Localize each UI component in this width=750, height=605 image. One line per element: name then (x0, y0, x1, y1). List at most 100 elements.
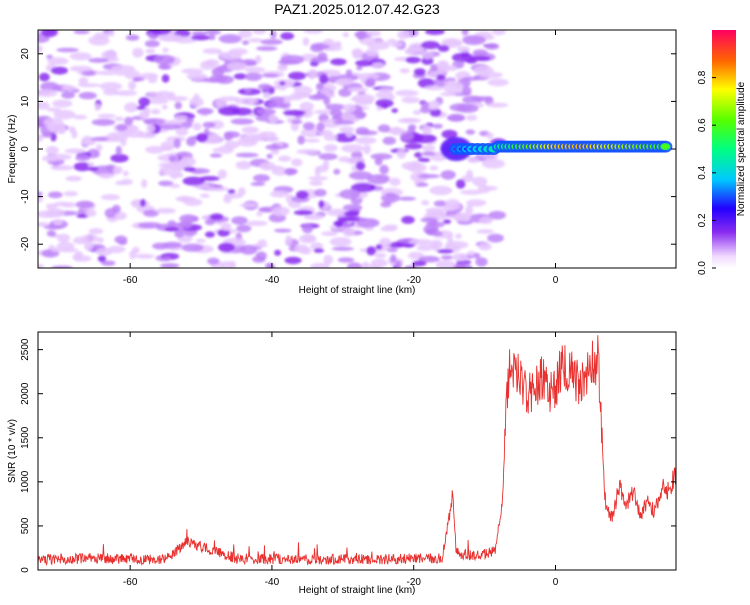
noise-blob (429, 185, 453, 196)
noise-blob (435, 260, 456, 268)
noise-blob (316, 122, 325, 132)
noise-blob (425, 30, 445, 35)
noise-blob (160, 141, 175, 151)
noise-blob (128, 80, 137, 91)
noise-blob (97, 173, 115, 178)
noise-blob (399, 68, 410, 74)
noise-blob (308, 176, 329, 181)
noise-blob (453, 214, 471, 222)
noise-blob (335, 78, 354, 86)
noise-blob (232, 107, 253, 116)
noise-blob (391, 108, 399, 113)
noise-blob (97, 255, 107, 263)
noise-blob (422, 151, 436, 156)
noise-blob (462, 35, 486, 45)
noise-blob (356, 65, 363, 71)
snr-x-tick-label: -40 (265, 577, 280, 588)
noise-blob (81, 234, 99, 243)
noise-blob (355, 127, 370, 135)
noise-blob (366, 30, 382, 37)
noise-blob (389, 177, 401, 186)
noise-blob (174, 229, 185, 238)
noise-blob (149, 30, 172, 36)
noise-blob (375, 244, 383, 250)
noise-blob (342, 227, 355, 237)
noise-blob (302, 122, 315, 131)
noise-blob (94, 103, 101, 112)
noise-blob (202, 48, 222, 54)
noise-blob (488, 210, 507, 220)
spectrogram-x-tick-label: 0 (553, 275, 559, 286)
noise-blob (401, 215, 415, 224)
noise-blob (476, 229, 494, 234)
noise-blob (169, 183, 181, 189)
noise-blob (46, 54, 53, 60)
noise-blob (318, 200, 325, 208)
noise-blob (147, 98, 169, 105)
noise-blob (299, 247, 312, 255)
noise-blob (143, 209, 159, 217)
noise-blob (302, 37, 310, 46)
snr-x-axis-label: Height of straight line (km) (299, 585, 416, 596)
noise-blob (418, 255, 441, 263)
snr-y-tick-label: 0 (20, 567, 31, 573)
noise-blob (321, 231, 338, 237)
noise-blob (280, 32, 295, 40)
noise-blob (146, 92, 164, 99)
noise-blob (455, 179, 466, 189)
noise-blob (139, 199, 146, 207)
noise-blob (457, 46, 471, 53)
noise-blob (333, 120, 355, 125)
noise-blob (274, 228, 292, 233)
noise-blob (308, 94, 326, 101)
noise-blob (100, 194, 120, 201)
colorbar-ticks: 0.0 0.2 0.4 0.6 0.8 (697, 70, 716, 275)
noise-blob (138, 222, 162, 229)
colorbar-tick-label: 0.2 (697, 213, 708, 227)
noise-blob (186, 73, 208, 80)
noise-blob (196, 133, 208, 143)
noise-blob (337, 217, 361, 222)
noise-blob (390, 41, 403, 48)
noise-blob (202, 121, 216, 129)
noise-blob (138, 97, 151, 107)
noise-blob (41, 30, 58, 37)
noise-blob (161, 256, 171, 262)
noise-blob (311, 57, 329, 63)
noise-blob (397, 30, 410, 40)
noise-blob (175, 126, 189, 136)
noise-blob (413, 68, 426, 76)
noise-blob (45, 145, 59, 155)
noise-blob (45, 203, 58, 210)
noise-blob (212, 148, 220, 153)
noise-blob (205, 186, 230, 192)
colorbar-tick-label: 0.6 (697, 118, 708, 132)
noise-blob (262, 91, 271, 99)
noise-blob (76, 214, 89, 218)
noise-blob (303, 30, 323, 34)
noise-blob (162, 241, 183, 249)
noise-blob (405, 56, 421, 64)
noise-blob (390, 254, 397, 263)
noise-blob (339, 126, 355, 133)
noise-blob (419, 106, 432, 114)
noise-blob (465, 129, 476, 135)
noise-blob (186, 117, 194, 124)
noise-blob (136, 132, 157, 139)
noise-blob (297, 135, 306, 145)
noise-blob (53, 109, 76, 120)
noise-blob (370, 153, 393, 160)
noise-blob (452, 253, 469, 262)
noise-blob (210, 213, 224, 220)
noise-blob (233, 73, 247, 80)
noise-blob (256, 46, 278, 51)
noise-blob (50, 165, 74, 171)
noise-blob (266, 153, 273, 159)
noise-blob (252, 243, 268, 248)
noise-blob (412, 110, 422, 115)
noise-blob (363, 144, 371, 155)
noise-blob (182, 176, 205, 186)
noise-blob (296, 149, 319, 155)
noise-blob (191, 31, 208, 36)
noise-blob (420, 101, 430, 109)
